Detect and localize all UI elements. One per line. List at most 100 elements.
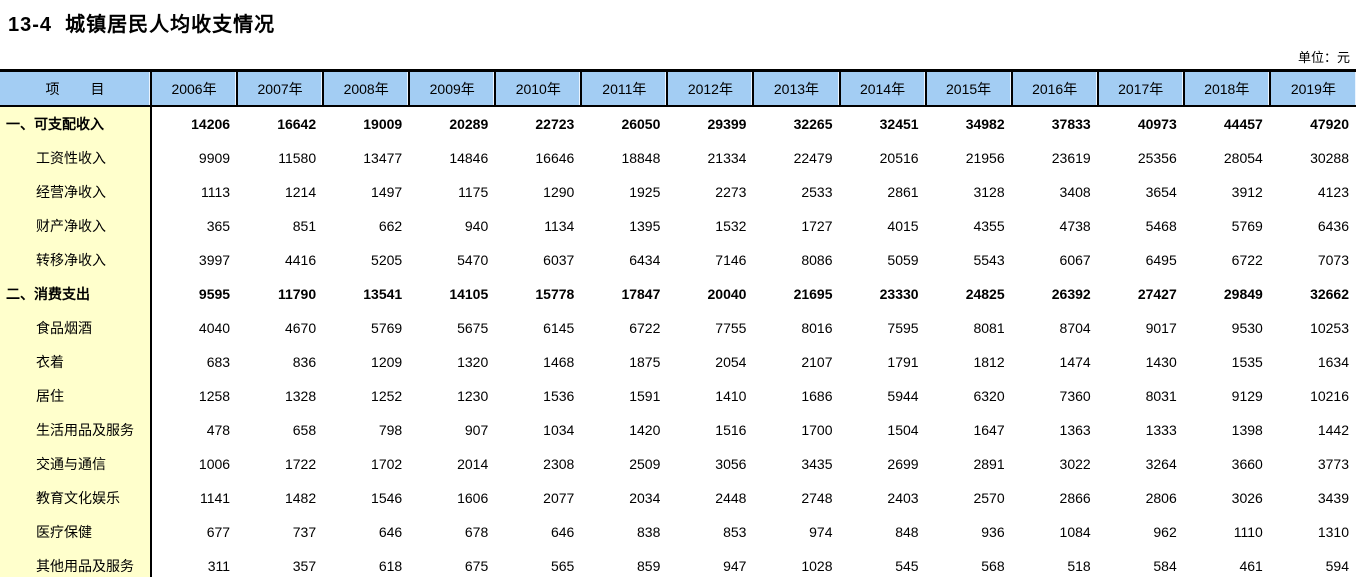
data-cell: 545: [839, 549, 926, 577]
data-cell: 662: [323, 209, 410, 243]
data-cell: 1516: [667, 413, 754, 447]
data-cell: 5470: [409, 243, 496, 277]
data-cell: 19009: [323, 106, 410, 141]
data-cell: 24825: [925, 277, 1012, 311]
data-cell: 8081: [925, 311, 1012, 345]
data-cell: 1442: [1269, 413, 1356, 447]
data-cell: 851: [237, 209, 324, 243]
data-cell: 6434: [581, 243, 668, 277]
row-label: 交通与通信: [0, 447, 152, 481]
statistical-table-page: 13-4 城镇居民人均收支情况 单位：元 项 目 2006年 2007年 2008年 2…: [0, 8, 1356, 577]
data-cell: 25356: [1097, 141, 1184, 175]
data-cell: 6067: [1011, 243, 1098, 277]
data-cell: 22723: [495, 106, 582, 141]
data-cell: 311: [151, 549, 238, 577]
data-cell: 14206: [151, 106, 238, 141]
data-cell: 28054: [1183, 141, 1270, 175]
data-cell: 7360: [1011, 379, 1098, 413]
row-label: 医疗保健: [0, 515, 152, 549]
data-cell: 1141: [151, 481, 238, 515]
data-cell: 23619: [1011, 141, 1098, 175]
column-header-year: 2013年: [752, 70, 840, 107]
data-cell: 1230: [409, 379, 496, 413]
data-cell: 1395: [581, 209, 668, 243]
data-cell: 20040: [667, 277, 754, 311]
data-cell: 618: [323, 549, 410, 577]
data-cell: 568: [925, 549, 1012, 577]
data-cell: 21695: [753, 277, 840, 311]
data-cell: 29399: [667, 106, 754, 141]
data-cell: 518: [1011, 549, 1098, 577]
data-cell: 1420: [581, 413, 668, 447]
data-cell: 3408: [1011, 175, 1098, 209]
data-cell: 3435: [753, 447, 840, 481]
data-cell: 7755: [667, 311, 754, 345]
table-row: 经营净收入 1113 1214 1497 1175 1290 1925 2273 2533 286…: [0, 175, 1356, 209]
data-cell: 947: [667, 549, 754, 577]
column-header-year: 2017年: [1096, 70, 1184, 107]
data-cell: 26392: [1011, 277, 1098, 311]
data-cell: 5468: [1097, 209, 1184, 243]
data-cell: 5543: [925, 243, 1012, 277]
data-cell: 3912: [1183, 175, 1270, 209]
data-cell: 7146: [667, 243, 754, 277]
data-cell: 3056: [667, 447, 754, 481]
data-cell: 21956: [925, 141, 1012, 175]
unit-label: 单位：元: [1297, 50, 1350, 65]
data-cell: 1634: [1269, 345, 1356, 379]
data-cell: 1084: [1011, 515, 1098, 549]
data-cell: 47920: [1269, 106, 1356, 141]
data-cell: 1791: [839, 345, 926, 379]
data-cell: 7073: [1269, 243, 1356, 277]
data-cell: 21334: [667, 141, 754, 175]
data-cell: 1333: [1097, 413, 1184, 447]
data-cell: 1363: [1011, 413, 1098, 447]
column-header-year: 2011年: [580, 70, 668, 107]
data-cell: 838: [581, 515, 668, 549]
table-row: 其他用品及服务 311 357 618 675 565 859 947 1028 545 568 51…: [0, 549, 1356, 577]
data-cell: 1028: [753, 549, 840, 577]
data-cell: 2806: [1097, 481, 1184, 515]
data-cell: 32662: [1269, 277, 1356, 311]
data-cell: 44457: [1183, 106, 1270, 141]
data-cell: 1328: [237, 379, 324, 413]
data-cell: 2533: [753, 175, 840, 209]
data-cell: 14846: [409, 141, 496, 175]
row-label: 生活用品及服务: [0, 413, 152, 447]
data-cell: 1252: [323, 379, 410, 413]
data-cell: 1497: [323, 175, 410, 209]
data-cell: 11790: [237, 277, 324, 311]
data-cell: 3654: [1097, 175, 1184, 209]
data-cell: 16646: [495, 141, 582, 175]
data-cell: 17847: [581, 277, 668, 311]
data-cell: 962: [1097, 515, 1184, 549]
data-cell: 3660: [1183, 447, 1270, 481]
data-cell: 6722: [581, 311, 668, 345]
data-cell: 4738: [1011, 209, 1098, 243]
data-cell: 10253: [1269, 311, 1356, 345]
data-cell: 1722: [237, 447, 324, 481]
table-row: 生活用品及服务 478 658 798 907 1034 1420 1516 1700 1504 1…: [0, 413, 1356, 447]
data-cell: 6037: [495, 243, 582, 277]
data-cell: 4670: [237, 311, 324, 345]
data-cell: 1258: [151, 379, 238, 413]
data-cell: 1290: [495, 175, 582, 209]
data-cell: 646: [323, 515, 410, 549]
row-label: 衣着: [0, 345, 152, 379]
data-cell: 658: [237, 413, 324, 447]
data-cell: 20289: [409, 106, 496, 141]
data-cell: 2034: [581, 481, 668, 515]
data-cell: 9530: [1183, 311, 1270, 345]
column-header-item: 项 目: [0, 70, 151, 107]
data-cell: 20516: [839, 141, 926, 175]
data-cell: 40973: [1097, 106, 1184, 141]
data-cell: 10216: [1269, 379, 1356, 413]
data-cell: 4123: [1269, 175, 1356, 209]
data-cell: 1320: [409, 345, 496, 379]
data-cell: 30288: [1269, 141, 1356, 175]
data-cell: 2014: [409, 447, 496, 481]
table-row: 医疗保健 677 737 646 678 646 838 853 974 848 936 1084 96…: [0, 515, 1356, 549]
data-cell: 365: [151, 209, 238, 243]
row-label: 一、可支配收入: [0, 106, 152, 141]
data-cell: 27427: [1097, 277, 1184, 311]
